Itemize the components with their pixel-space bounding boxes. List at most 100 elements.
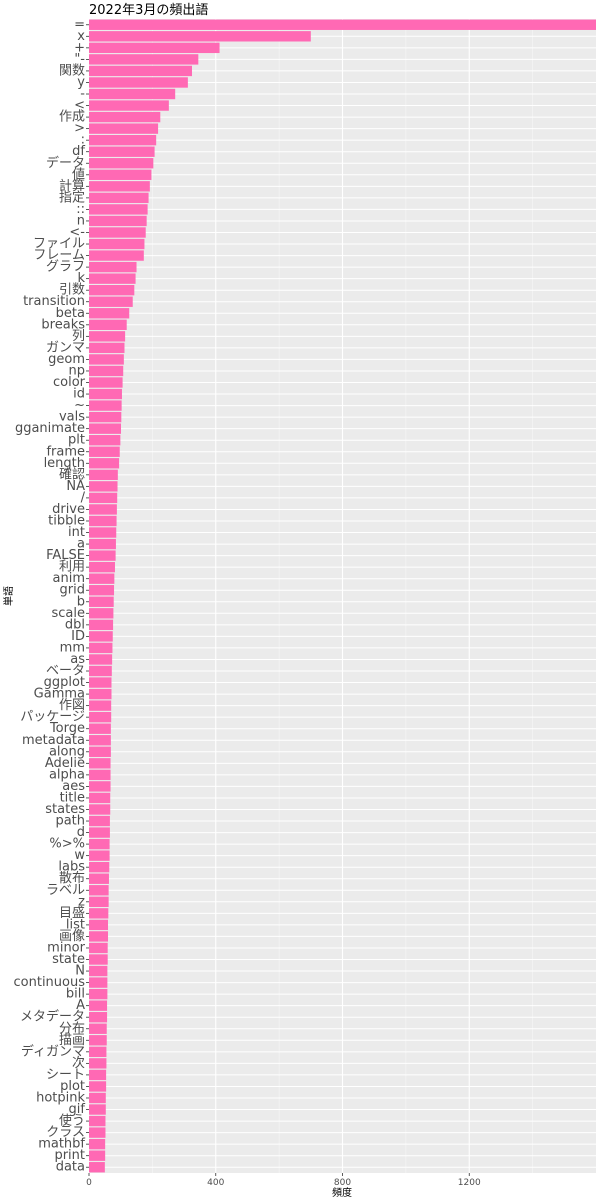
y-tick-label: ID xyxy=(71,629,85,644)
y-tick-label: length xyxy=(44,456,85,471)
y-tick-label: states xyxy=(45,802,85,817)
bar xyxy=(89,550,116,561)
bar xyxy=(89,608,114,619)
bar xyxy=(89,815,110,827)
y-tick-label: tibble xyxy=(48,513,85,528)
y-tick-labels: =x+"-関数y-<作成>:dfデータ値計算指定::n<-ファイルフレームグラフ… xyxy=(14,17,89,1175)
bar xyxy=(89,1115,106,1127)
bar xyxy=(89,388,122,400)
y-tick-label: Gamma xyxy=(34,687,85,702)
y-tick-label: 関数 xyxy=(59,63,85,78)
y-tick-label: 次 xyxy=(72,1055,85,1071)
x-tick-labels: 0 400 800 1200 xyxy=(86,1173,481,1188)
bar xyxy=(89,469,118,481)
bar xyxy=(89,838,110,850)
y-tick-label: 利用 xyxy=(59,560,85,575)
y-tick-label: continuous xyxy=(14,975,86,990)
bar xyxy=(89,250,144,261)
bar xyxy=(89,400,122,411)
y-tick-label: breaks xyxy=(41,317,85,332)
y-tick-label: NA xyxy=(66,479,85,494)
bar xyxy=(89,19,596,30)
y-tick-label: < xyxy=(74,98,85,113)
y-tick-label: ggplot xyxy=(44,675,85,690)
y-tick-label: vals xyxy=(59,410,85,425)
bar xyxy=(89,723,111,734)
y-tick-label: state xyxy=(52,952,85,967)
y-tick-label: - xyxy=(80,87,85,102)
bar xyxy=(89,446,120,457)
bar xyxy=(89,1138,106,1150)
bar xyxy=(89,1081,107,1092)
y-tick-label: 散布 xyxy=(59,871,85,886)
y-tick-label: bill xyxy=(66,987,85,1002)
bar xyxy=(89,596,114,607)
y-tick-label: パッケージ xyxy=(20,710,85,725)
y-tick-label: 作成 xyxy=(59,110,85,125)
y-tick-label: 列 xyxy=(72,329,85,344)
y-tick-label: 作図 xyxy=(59,698,85,713)
y-tick-label: + xyxy=(74,40,85,55)
y-tick-label: 計算 xyxy=(59,178,85,194)
chart-title: 2022年3月の頻出語 xyxy=(89,2,208,18)
y-tick-label: ファイル xyxy=(33,237,85,252)
y-tick-label: 画像 xyxy=(59,929,85,944)
bar xyxy=(89,711,112,723)
bar xyxy=(89,481,118,492)
bar xyxy=(89,1069,107,1081)
y-tick-label: "- xyxy=(74,52,85,67)
y-tick-label: グラフ xyxy=(46,260,85,275)
y-tick-label: 指定 xyxy=(59,190,85,205)
bar xyxy=(89,654,113,665)
bar xyxy=(89,781,111,792)
bar xyxy=(89,31,311,42)
bar xyxy=(89,861,110,873)
bar xyxy=(89,850,110,861)
y-tick-label: > xyxy=(74,121,85,136)
y-tick-label: データ xyxy=(46,155,85,171)
x-axis-title: 頻度 xyxy=(332,1186,352,1199)
y-tick-label: gif xyxy=(69,1102,86,1117)
y-tick-label: as xyxy=(70,652,85,667)
bar xyxy=(89,238,145,250)
y-tick-label: FALSE xyxy=(46,548,85,563)
y-tick-label: color xyxy=(53,375,86,390)
y-tick-label: 使う xyxy=(59,1113,85,1129)
bar xyxy=(89,1046,107,1058)
y-tick-label: %>% xyxy=(49,837,85,852)
bar xyxy=(89,908,109,919)
y-tick-label: np xyxy=(69,363,86,378)
bar xyxy=(89,527,117,538)
y-tick-label: dbl xyxy=(65,617,85,632)
y-tick-label: ディガンマ xyxy=(21,1043,85,1059)
y-tick-label: beta xyxy=(56,306,85,321)
y-tick-label: A xyxy=(76,998,85,1013)
y-tick-label: anim xyxy=(53,571,85,586)
bar xyxy=(89,515,117,527)
y-tick-label: ~ xyxy=(74,398,85,413)
bar xyxy=(89,977,108,988)
bar xyxy=(89,735,111,746)
bar xyxy=(89,1012,108,1023)
bar xyxy=(89,284,135,296)
bar xyxy=(89,1000,108,1011)
y-tick-label: N xyxy=(75,964,85,979)
bar xyxy=(89,342,125,354)
bar xyxy=(89,169,152,180)
y-tick-label: b xyxy=(77,594,85,609)
y-tick-label: mm xyxy=(60,640,85,655)
bar xyxy=(89,204,148,215)
bar xyxy=(89,665,112,677)
bar xyxy=(89,919,109,931)
bar xyxy=(89,354,124,365)
bar xyxy=(89,319,127,331)
y-tick-label: labs xyxy=(58,860,85,875)
bar xyxy=(89,619,114,631)
bar xyxy=(89,88,176,100)
y-tick-label: メタデータ xyxy=(20,1009,85,1025)
y-tick-label: y xyxy=(77,75,85,90)
bar xyxy=(89,896,109,908)
y-tick-label: minor xyxy=(47,940,85,955)
y-tick-label: geom xyxy=(48,352,85,367)
